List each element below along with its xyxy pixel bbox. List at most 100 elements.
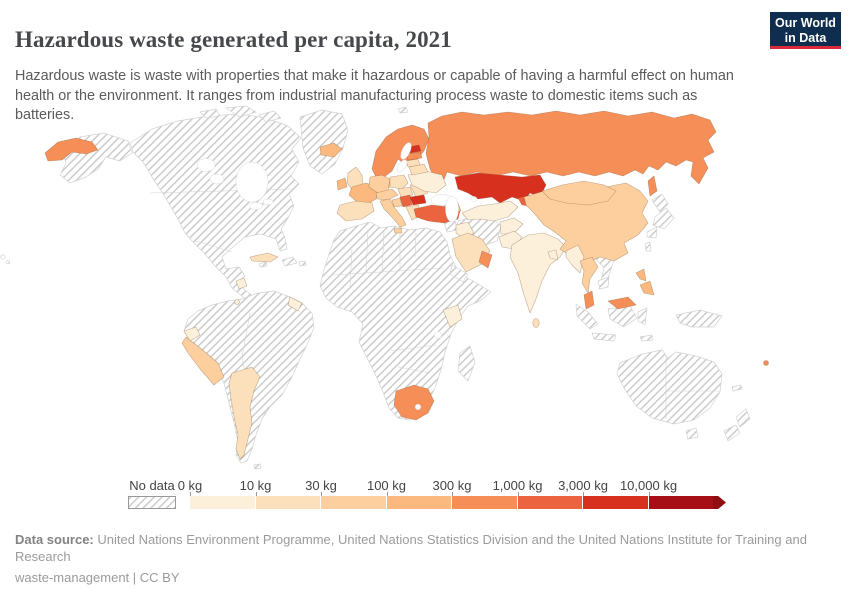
country-thailand[interactable] [579, 256, 599, 294]
country-central-asia[interactable] [461, 200, 519, 222]
country-arctic-islands-nodata[interactable] [199, 108, 221, 119]
country-svalbard-nodata[interactable] [397, 106, 409, 114]
country-arctic-islands-nodata[interactable] [258, 110, 282, 123]
legend-tick-label: 100 kg [366, 478, 407, 493]
country-croatia-bosnia[interactable] [391, 197, 403, 208]
country-falkland-nodata[interactable] [253, 463, 262, 470]
country-peru[interactable] [181, 336, 225, 386]
legend-tick-mark [648, 492, 650, 496]
country-hungary-slovakia[interactable] [397, 186, 414, 198]
country-lithuania[interactable] [405, 158, 421, 168]
country-north-america-nodata[interactable] [129, 113, 302, 306]
country-latvia[interactable] [406, 151, 423, 161]
country-russia-chukotka[interactable] [44, 137, 99, 162]
country-new-zealand-nodata[interactable] [735, 408, 751, 428]
legend-bin-segment[interactable] [517, 496, 583, 509]
map-legend: No data 0 kg 10 kg 30 kg 100 kg 300 kg 1,000 … [128, 478, 748, 514]
country-hispaniola-nodata[interactable] [281, 256, 298, 267]
country-philippines[interactable] [639, 280, 655, 296]
country-argentina[interactable] [228, 366, 261, 460]
legend-no-data-swatch[interactable] [128, 496, 176, 509]
legend-bin-segment[interactable] [386, 496, 452, 509]
country-java-nodata[interactable] [591, 332, 617, 342]
country-cambodia-nodata[interactable] [597, 276, 610, 290]
country-france[interactable] [348, 182, 379, 205]
country-yemen-nodata[interactable] [449, 264, 469, 283]
country-greenland-nodata[interactable] [299, 109, 349, 175]
country-bangladesh[interactable] [547, 249, 559, 261]
country-iceland[interactable] [319, 142, 343, 158]
country-puerto-rico-nodata[interactable] [298, 260, 307, 267]
country-africa-nodata[interactable] [319, 221, 492, 421]
legend-tick-mark [255, 492, 257, 496]
country-central-europe[interactable] [375, 188, 399, 201]
legend-bin-segment[interactable] [255, 496, 321, 509]
country-afghanistan[interactable] [499, 217, 524, 235]
country-borneo-nodata[interactable] [607, 305, 638, 328]
country-sumatra-nodata[interactable] [575, 303, 599, 330]
country-madagascar-nodata[interactable] [457, 345, 476, 382]
country-poland[interactable] [389, 174, 409, 190]
country-philippines[interactable] [635, 268, 647, 282]
chart-subtitle: Hazardous waste is waste with properties… [15, 68, 734, 124]
country-new-caledonia-nodata[interactable] [731, 384, 743, 392]
country-india[interactable] [509, 232, 567, 314]
country-uae-oman[interactable] [478, 250, 493, 269]
country-taiwan-nodata[interactable] [644, 241, 652, 252]
legend-bin-segment[interactable] [190, 496, 256, 509]
country-kenya[interactable] [442, 304, 463, 328]
legend-bin-segment[interactable] [648, 496, 714, 509]
owid-logo-line2: in Data [784, 31, 827, 45]
great-lakes [262, 198, 274, 206]
legend-bin-segment[interactable] [452, 496, 518, 509]
legend-tick-label: 0 kg [177, 478, 203, 493]
legend-bin-segment[interactable] [321, 496, 387, 509]
country-japan-nodata[interactable] [652, 207, 675, 230]
country-spain-portugal[interactable] [336, 200, 375, 222]
country-fiji[interactable] [763, 360, 769, 366]
owid-logo[interactable]: Our World in Data [770, 12, 841, 49]
country-trinidad[interactable] [234, 299, 240, 305]
country-italy[interactable] [379, 198, 407, 228]
country-south-africa[interactable] [393, 384, 435, 421]
country-arctic-islands-nodata[interactable] [225, 105, 257, 118]
country-russia[interactable] [425, 110, 717, 185]
country-timor-nodata[interactable] [639, 334, 654, 342]
country-hawaii-nodata[interactable] [0, 254, 6, 260]
great-lakes [249, 202, 263, 210]
legend-tick-label: 10,000 kg [619, 478, 678, 493]
country-myanmar[interactable] [565, 244, 585, 274]
country-ireland[interactable] [336, 177, 348, 191]
country-guyana-suriname[interactable] [287, 296, 303, 312]
country-australia-nodata[interactable] [616, 349, 723, 425]
country-guatemala[interactable] [235, 277, 248, 290]
country-cuba[interactable] [249, 252, 279, 263]
country-japan-nodata[interactable] [646, 226, 658, 239]
country-hawaii-nodata[interactable] [5, 259, 11, 265]
legend-tick-mark [386, 492, 388, 496]
country-new-guinea-nodata[interactable] [675, 309, 723, 328]
country-sicily[interactable] [393, 227, 403, 234]
country-malaysia-peninsula[interactable] [583, 290, 595, 310]
country-russia-sakhalin[interactable] [647, 175, 658, 197]
country-serbia[interactable] [399, 194, 413, 208]
country-malaysia-borneo[interactable] [607, 296, 637, 310]
country-bulgaria[interactable] [409, 194, 427, 206]
country-mongolia[interactable] [541, 180, 617, 206]
border-us-mexico [195, 240, 233, 253]
country-new-zealand-nodata[interactable] [723, 424, 741, 442]
country-tasmania-nodata[interactable] [685, 427, 699, 440]
country-ukraine[interactable] [407, 170, 447, 194]
country-japan-nodata[interactable] [651, 193, 669, 213]
license-line: waste-management | CC BY [15, 570, 180, 585]
country-ecuador[interactable] [183, 326, 201, 342]
legend-tick-label: 300 kg [432, 478, 472, 493]
great-bear-lake [196, 158, 216, 172]
country-scandinavia[interactable] [371, 124, 430, 178]
legend-arrow [713, 496, 726, 509]
country-jamaica-nodata[interactable] [258, 261, 268, 268]
country-sri-lanka[interactable] [532, 318, 540, 328]
legend-bin-segment[interactable] [583, 496, 649, 509]
country-sulawesi-nodata[interactable] [637, 307, 648, 326]
